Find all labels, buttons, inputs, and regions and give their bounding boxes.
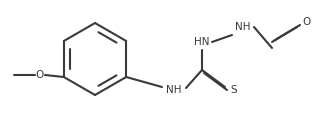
Text: O: O (36, 70, 44, 80)
Text: S: S (231, 85, 237, 95)
Text: NH: NH (235, 22, 251, 32)
Text: NH: NH (166, 85, 182, 95)
Text: O: O (303, 17, 311, 27)
Text: HN: HN (194, 37, 210, 47)
